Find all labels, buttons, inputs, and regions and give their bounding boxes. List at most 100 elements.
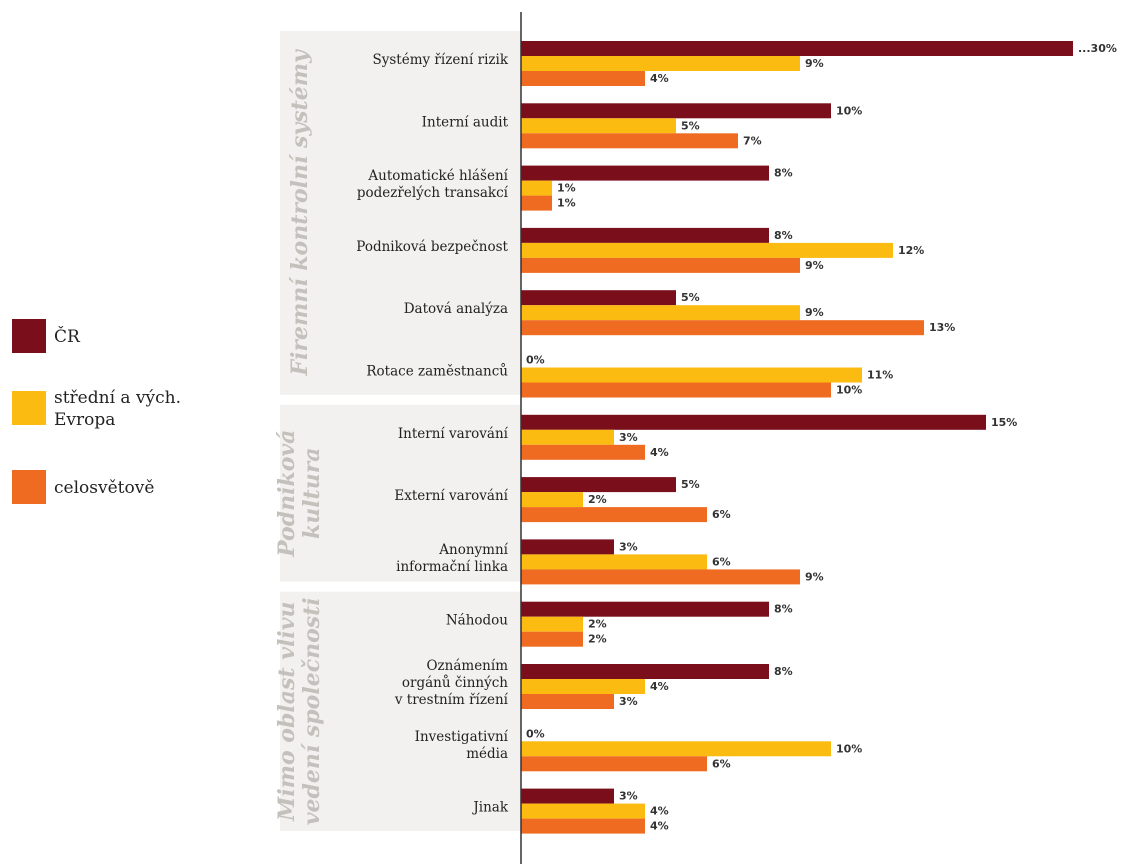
bar-cee bbox=[521, 242, 893, 258]
data-label: 1% bbox=[557, 197, 576, 210]
group-panel: Mimo oblast vlivuvedení společnosti bbox=[274, 591, 521, 831]
data-label: 15% bbox=[991, 416, 1017, 429]
category: Externí varování 5% 2% 6% bbox=[394, 477, 731, 523]
data-label: 9% bbox=[805, 259, 824, 272]
bar-cr bbox=[521, 414, 986, 430]
bar-cr bbox=[521, 601, 769, 617]
data-label: 11% bbox=[867, 369, 893, 382]
data-label: 10% bbox=[836, 742, 862, 755]
bar-global bbox=[521, 195, 552, 211]
bar-cee bbox=[521, 118, 676, 134]
category-label: Investigativní média bbox=[415, 729, 509, 762]
category-label: Podniková bezpečnost bbox=[356, 239, 508, 255]
data-label: 8% bbox=[774, 603, 793, 616]
data-label: 3% bbox=[619, 695, 638, 708]
bar-cee bbox=[521, 367, 862, 383]
data-label: 6% bbox=[712, 508, 731, 521]
bar-cee bbox=[521, 803, 645, 819]
data-label: 5% bbox=[681, 291, 700, 304]
bar-cee bbox=[521, 180, 552, 196]
data-label: 1% bbox=[557, 182, 576, 195]
data-label: 4% bbox=[650, 805, 669, 818]
bar-global bbox=[521, 631, 583, 647]
data-label: 2% bbox=[588, 618, 607, 631]
data-label: 0% bbox=[526, 354, 545, 367]
data-label: 13% bbox=[929, 321, 955, 334]
data-label: 3% bbox=[619, 790, 638, 803]
category: Náhodou 8% 2% 2% bbox=[446, 601, 793, 647]
category-label: Systémy řízení rizik bbox=[373, 52, 509, 68]
data-label: 10% bbox=[836, 104, 862, 117]
legend-item: střední a vých. Evropa bbox=[12, 388, 181, 430]
bar-global bbox=[521, 444, 645, 460]
category-label: Oznámením orgánů činných v trestním řízení bbox=[394, 658, 509, 708]
bar-cee bbox=[521, 56, 800, 71]
bar-global bbox=[521, 694, 614, 709]
group-label: Mimo oblast vlivuvedení společnosti bbox=[274, 597, 325, 825]
data-label: 6% bbox=[712, 555, 731, 568]
bar-cee bbox=[521, 492, 583, 508]
bar-cr bbox=[521, 788, 614, 804]
bar-cr bbox=[521, 664, 769, 679]
legend-item: ČR bbox=[12, 319, 81, 353]
category: Datová analýza 5% 9% 13% bbox=[404, 290, 955, 336]
bar-cr bbox=[521, 477, 676, 493]
category-group: Interní varování 15% 3% 4% Externí varování 5… bbox=[394, 414, 1017, 585]
category: Interní audit 10% 5% 7% bbox=[422, 103, 862, 149]
bar-cr bbox=[521, 41, 1073, 56]
category-label: Anonymní informační linka bbox=[396, 542, 509, 575]
legend-label: celosvětově bbox=[54, 478, 154, 498]
category: Jinak 3% 4% 4% bbox=[471, 788, 669, 834]
group-label: Firemní kontrolní systémy bbox=[287, 48, 313, 377]
legend-item: celosvětově bbox=[12, 470, 154, 504]
data-label: 3% bbox=[619, 431, 638, 444]
category: Investigativní média 0% 10% 6% bbox=[415, 727, 862, 772]
data-label: 8% bbox=[774, 229, 793, 242]
legend-label: střední a vých. Evropa bbox=[54, 388, 181, 430]
bar-global bbox=[521, 257, 800, 273]
legend-swatch bbox=[12, 470, 46, 504]
category: Anonymní informační linka 3% 6% 9% bbox=[396, 539, 824, 585]
category-group: Náhodou 8% 2% 2% Oznámením orgánů činných v tr… bbox=[394, 601, 862, 834]
data-label: 3% bbox=[619, 540, 638, 553]
data-label: 9% bbox=[805, 57, 824, 70]
data-label: 2% bbox=[588, 633, 607, 646]
legend-swatch bbox=[12, 391, 46, 425]
data-label: 5% bbox=[681, 119, 700, 132]
bar-cr bbox=[521, 165, 769, 181]
category-label: Datová analýza bbox=[404, 301, 508, 317]
legend-label: ČR bbox=[54, 326, 81, 347]
bar-global bbox=[521, 756, 707, 772]
bar-cr bbox=[521, 539, 614, 555]
category: Oznámením orgánů činných v trestním řízení… bbox=[394, 658, 793, 709]
data-label: 4% bbox=[650, 446, 669, 459]
bar-global bbox=[521, 320, 924, 336]
group-panels: Firemní kontrolní systémy Podnikovákultur… bbox=[274, 31, 521, 831]
group-panel-background bbox=[280, 404, 521, 582]
legend: ČR střední a vých. Evropa celosvětově bbox=[12, 319, 181, 504]
category-label: Jinak bbox=[471, 800, 508, 816]
bar-global bbox=[521, 382, 831, 398]
category: Automatické hlášení podezřelých transakcí… bbox=[357, 165, 793, 211]
category: Systémy řízení rizik ...30% 9% 4% bbox=[373, 41, 1117, 86]
bar-global bbox=[521, 133, 738, 149]
category-label: Externí varování bbox=[394, 488, 508, 504]
data-label: 5% bbox=[681, 478, 700, 491]
data-label: 2% bbox=[588, 493, 607, 506]
bar-global bbox=[521, 818, 645, 834]
category-label: Rotace zaměstnanců bbox=[366, 364, 508, 380]
legend-swatch bbox=[12, 319, 46, 353]
bar-cee bbox=[521, 741, 831, 757]
group-label: Podnikovákultura bbox=[274, 430, 325, 558]
data-label: 9% bbox=[805, 306, 824, 319]
group-panel-background bbox=[280, 31, 521, 395]
data-label: 12% bbox=[898, 244, 924, 257]
data-label: 4% bbox=[650, 680, 669, 693]
category-label: Automatické hlášení podezřelých transakcí bbox=[357, 168, 509, 201]
category-group: Systémy řízení rizik ...30% 9% 4% Interní au… bbox=[356, 41, 1117, 398]
bar-global bbox=[521, 569, 800, 585]
bars: Systémy řízení rizik ...30% 9% 4% Interní au… bbox=[356, 41, 1117, 834]
data-label: 7% bbox=[743, 134, 762, 147]
data-label: 10% bbox=[836, 384, 862, 397]
